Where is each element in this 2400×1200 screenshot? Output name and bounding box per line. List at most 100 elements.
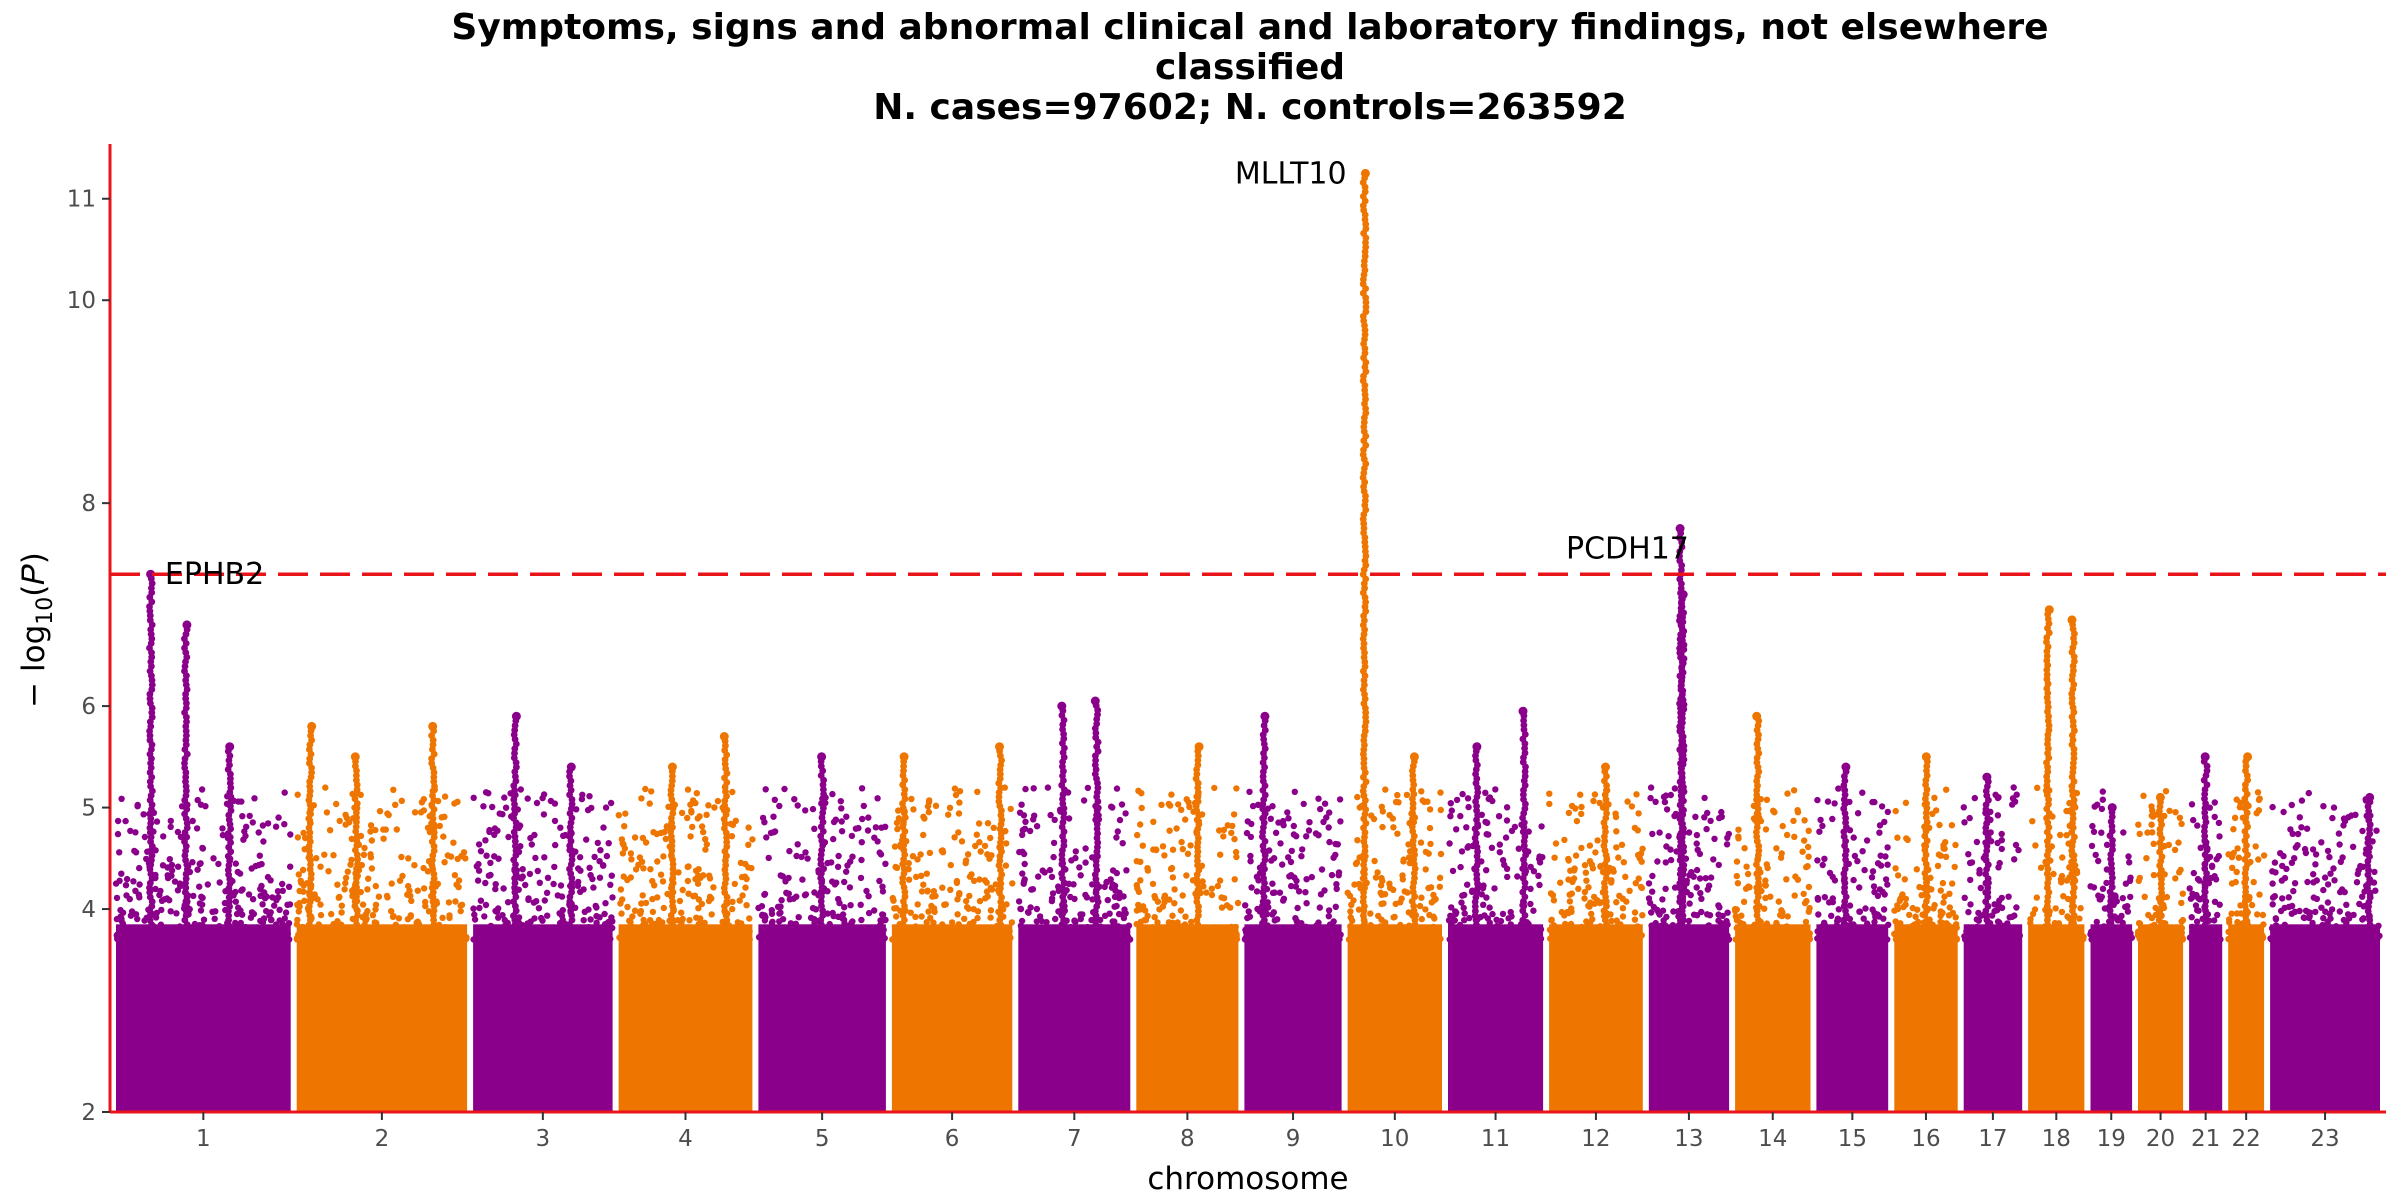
snp-point: [930, 888, 937, 895]
snp-point: [956, 891, 963, 898]
snp-point: [524, 795, 531, 802]
snp-point: [707, 927, 714, 934]
snp-point: [1427, 840, 1434, 848]
snp-point: [451, 800, 458, 807]
snp-point: [1276, 889, 1284, 896]
snp-point: [118, 917, 125, 925]
snp-point: [755, 904, 762, 912]
snp-point: [1033, 905, 1041, 913]
snp-point: [838, 818, 845, 825]
snp-point: [1508, 913, 1515, 920]
snp-point: [178, 803, 186, 810]
snp-point: [1247, 934, 1255, 941]
snp-point: [1214, 882, 1222, 890]
snp-point: [1260, 711, 1270, 721]
snp-point: [134, 803, 141, 810]
snp-point: [776, 910, 783, 917]
snp-point: [1184, 850, 1192, 857]
snp-point: [1568, 890, 1576, 897]
snp-point: [1137, 935, 1145, 942]
snp-point: [1137, 821, 1144, 828]
snp-point: [1103, 878, 1111, 886]
snp-point: [408, 934, 416, 941]
snp-point: [657, 871, 665, 878]
snp-point: [117, 906, 124, 914]
snp-point: [519, 866, 526, 873]
snp-point: [1662, 859, 1670, 866]
snp-point: [782, 878, 789, 885]
snp-point: [1417, 839, 1425, 846]
snp-point: [461, 936, 468, 943]
snp-point: [161, 936, 168, 943]
snp-point: [1686, 900, 1693, 907]
snp-point: [660, 904, 667, 912]
snp-point: [1296, 936, 1303, 943]
snp-point: [281, 821, 288, 828]
snp-point: [534, 867, 541, 875]
snp-point: [1325, 907, 1333, 914]
snp-point: [1082, 845, 1089, 852]
snp-point: [1046, 866, 1054, 874]
snp-point: [1589, 865, 1597, 872]
snp-point: [1463, 824, 1470, 831]
snp-point: [189, 859, 196, 866]
snp-point: [839, 911, 847, 918]
snp-point: [1317, 805, 1324, 813]
snp-point: [738, 873, 746, 881]
snp-point: [863, 887, 870, 895]
snp-point: [450, 929, 457, 937]
snp-point: [1490, 930, 1498, 937]
snp-point: [540, 811, 548, 818]
snp-point: [1613, 828, 1620, 835]
snp-point: [361, 921, 368, 928]
snp-point: [1742, 936, 1749, 943]
snp-point: [882, 860, 889, 867]
snp-point: [1021, 825, 1029, 832]
snp-point: [838, 828, 846, 835]
snp-point: [783, 889, 790, 896]
snp-point: [122, 882, 130, 889]
snp-point: [1298, 920, 1305, 927]
snp-point: [1485, 795, 1492, 803]
snp-point: [1483, 867, 1490, 874]
snp-point: [499, 912, 506, 919]
snp-point: [492, 881, 499, 888]
snp-point: [134, 915, 141, 923]
snp-point: [765, 854, 772, 862]
snp-point: [1740, 898, 1748, 905]
snp-point: [876, 849, 883, 856]
snp-point: [1009, 880, 1016, 887]
snp-point: [1227, 904, 1234, 911]
snp-point: [240, 934, 248, 941]
snp-point: [1019, 848, 1026, 855]
snp-point: [186, 930, 194, 937]
snp-point: [322, 784, 329, 791]
snp-point: [1178, 806, 1185, 813]
snp-point: [951, 933, 959, 940]
snp-point: [317, 863, 324, 870]
snp-point: [1332, 924, 1339, 932]
snp-point: [1649, 888, 1656, 895]
snp-point: [407, 912, 414, 919]
snp-point: [925, 808, 932, 816]
snp-point: [1286, 873, 1293, 880]
snp-point: [1230, 936, 1237, 943]
snp-point: [482, 837, 489, 844]
snp-point: [130, 878, 137, 885]
snp-point: [834, 863, 842, 870]
snp-point: [836, 899, 843, 907]
snp-point: [1088, 930, 1096, 938]
snp-point: [1482, 789, 1489, 796]
snp-point: [1326, 809, 1333, 816]
snp-point: [1169, 846, 1177, 853]
snp-point: [346, 936, 353, 943]
snp-point: [1670, 936, 1677, 943]
snp-point: [655, 916, 663, 924]
snp-point: [1317, 891, 1325, 898]
snp-point: [471, 936, 478, 943]
snp-point: [1394, 791, 1401, 799]
snp-point: [1022, 818, 1029, 825]
snp-point: [1220, 833, 1227, 840]
snp-point: [835, 936, 843, 943]
